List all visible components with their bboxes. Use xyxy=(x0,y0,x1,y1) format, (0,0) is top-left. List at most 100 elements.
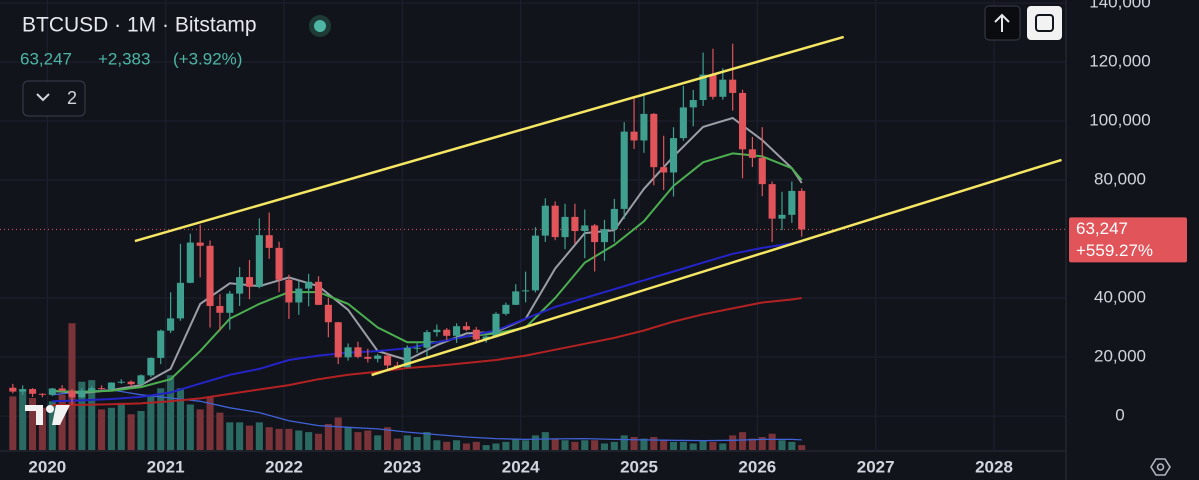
volume-bar xyxy=(443,441,451,450)
candle-body xyxy=(640,113,648,141)
moving-average-line xyxy=(52,241,802,403)
y-tick-label: 140,000 xyxy=(1089,0,1150,11)
candle-body xyxy=(196,242,204,246)
volume-bar xyxy=(669,441,678,450)
x-tick-label: 2022 xyxy=(265,457,303,476)
candle-body xyxy=(709,74,717,97)
candle-body xyxy=(443,329,451,336)
candle-body xyxy=(354,347,362,357)
candle-body xyxy=(186,242,194,283)
fullscreen-button[interactable] xyxy=(1027,6,1062,40)
x-tick-label: 2021 xyxy=(147,457,185,476)
candle-body xyxy=(364,356,372,359)
candle-body xyxy=(176,282,185,319)
volume-bar xyxy=(433,440,441,450)
candle-body xyxy=(531,235,540,291)
volume-bar xyxy=(236,422,244,450)
candle-body xyxy=(167,318,175,331)
candle-body xyxy=(522,290,530,292)
volume-bar xyxy=(48,401,56,450)
candle-body xyxy=(788,190,796,215)
candle-body xyxy=(502,304,510,314)
x-tick-label: 2023 xyxy=(383,457,421,476)
candle-body xyxy=(157,330,165,358)
volume-ma-line xyxy=(52,389,802,442)
volume-bar xyxy=(610,441,618,450)
price-label-change: +559.27% xyxy=(1076,241,1153,260)
volume-bar xyxy=(117,402,125,450)
volume-bar xyxy=(591,440,599,450)
volume-bar xyxy=(541,432,549,450)
candle-body xyxy=(650,113,658,168)
volume-bar xyxy=(107,407,115,450)
candle-body xyxy=(413,347,421,349)
candle-body xyxy=(630,131,638,141)
candle-body xyxy=(492,313,500,337)
candle-body xyxy=(88,388,96,391)
candle-body xyxy=(403,347,411,368)
fullscreen-icon xyxy=(1035,14,1054,32)
price-label-value: 63,247 xyxy=(1076,219,1128,238)
candle-body xyxy=(669,138,678,173)
arrow-up-icon xyxy=(994,13,1010,32)
volume-bar xyxy=(798,445,806,450)
candle-body xyxy=(462,326,470,330)
candle-body xyxy=(117,381,125,383)
candle-body xyxy=(729,79,737,93)
toolbar xyxy=(984,5,1171,476)
candle-body xyxy=(600,229,609,243)
price-label: 63,247 +559.27% xyxy=(1069,217,1187,263)
candle-body xyxy=(758,157,766,185)
candle-body xyxy=(255,235,263,287)
candle-body xyxy=(334,322,342,358)
volume-bar xyxy=(344,427,352,450)
header: BTCUSD · 1M · Bitstamp 63,247 +2,383 (+3… xyxy=(20,14,331,117)
candle-body xyxy=(226,293,234,313)
volume-bar xyxy=(729,435,737,450)
candle-body xyxy=(768,184,776,219)
volume-bar xyxy=(364,430,372,450)
candle-body xyxy=(107,382,115,390)
candle-body xyxy=(19,389,27,392)
volume-bar xyxy=(324,424,332,450)
symbol-title: BTCUSD · 1M · Bitstamp xyxy=(22,14,257,37)
candle-body xyxy=(305,281,313,289)
volume-bar xyxy=(216,412,224,450)
candle-body xyxy=(324,304,332,323)
indicator-count: 2 xyxy=(67,88,77,108)
volume-bar xyxy=(275,428,283,450)
y-tick-label: 20,000 xyxy=(1094,347,1146,366)
x-tick-label: 2028 xyxy=(975,457,1013,476)
volume-bar xyxy=(620,435,628,450)
volume-bar xyxy=(719,443,727,450)
axes: 0 20,000 40,000 80,000 100,000 120,000 140,000… xyxy=(0,0,1151,480)
volume-bar xyxy=(778,440,786,450)
volume-bar xyxy=(305,432,313,450)
volume-bar xyxy=(285,428,293,450)
candle-body xyxy=(748,149,756,158)
candle-body xyxy=(660,167,668,173)
volume-bar xyxy=(453,440,461,450)
candle-body xyxy=(699,74,707,101)
settings-icon xyxy=(1156,463,1165,471)
moving-average-line xyxy=(52,116,803,395)
y-tick-label: 100,000 xyxy=(1089,110,1150,129)
volume-bar xyxy=(19,391,27,450)
y-tick-label: 0 xyxy=(1115,406,1124,425)
candle-body xyxy=(216,306,224,313)
candle-body xyxy=(374,355,382,359)
volume-bar xyxy=(245,425,254,450)
overlay-layer xyxy=(0,116,1065,407)
candle-body xyxy=(423,332,431,348)
volume-bar xyxy=(314,433,323,450)
settings-button[interactable] xyxy=(1150,458,1171,476)
moving-average-line xyxy=(52,297,802,407)
candle-body xyxy=(48,388,56,395)
logo-mark xyxy=(25,405,43,425)
candle-body xyxy=(610,208,618,230)
indicators-toggle[interactable]: 2 xyxy=(22,80,86,117)
indicators-button[interactable] xyxy=(22,80,86,117)
candle-body xyxy=(58,388,66,391)
volume-bar xyxy=(295,430,303,450)
